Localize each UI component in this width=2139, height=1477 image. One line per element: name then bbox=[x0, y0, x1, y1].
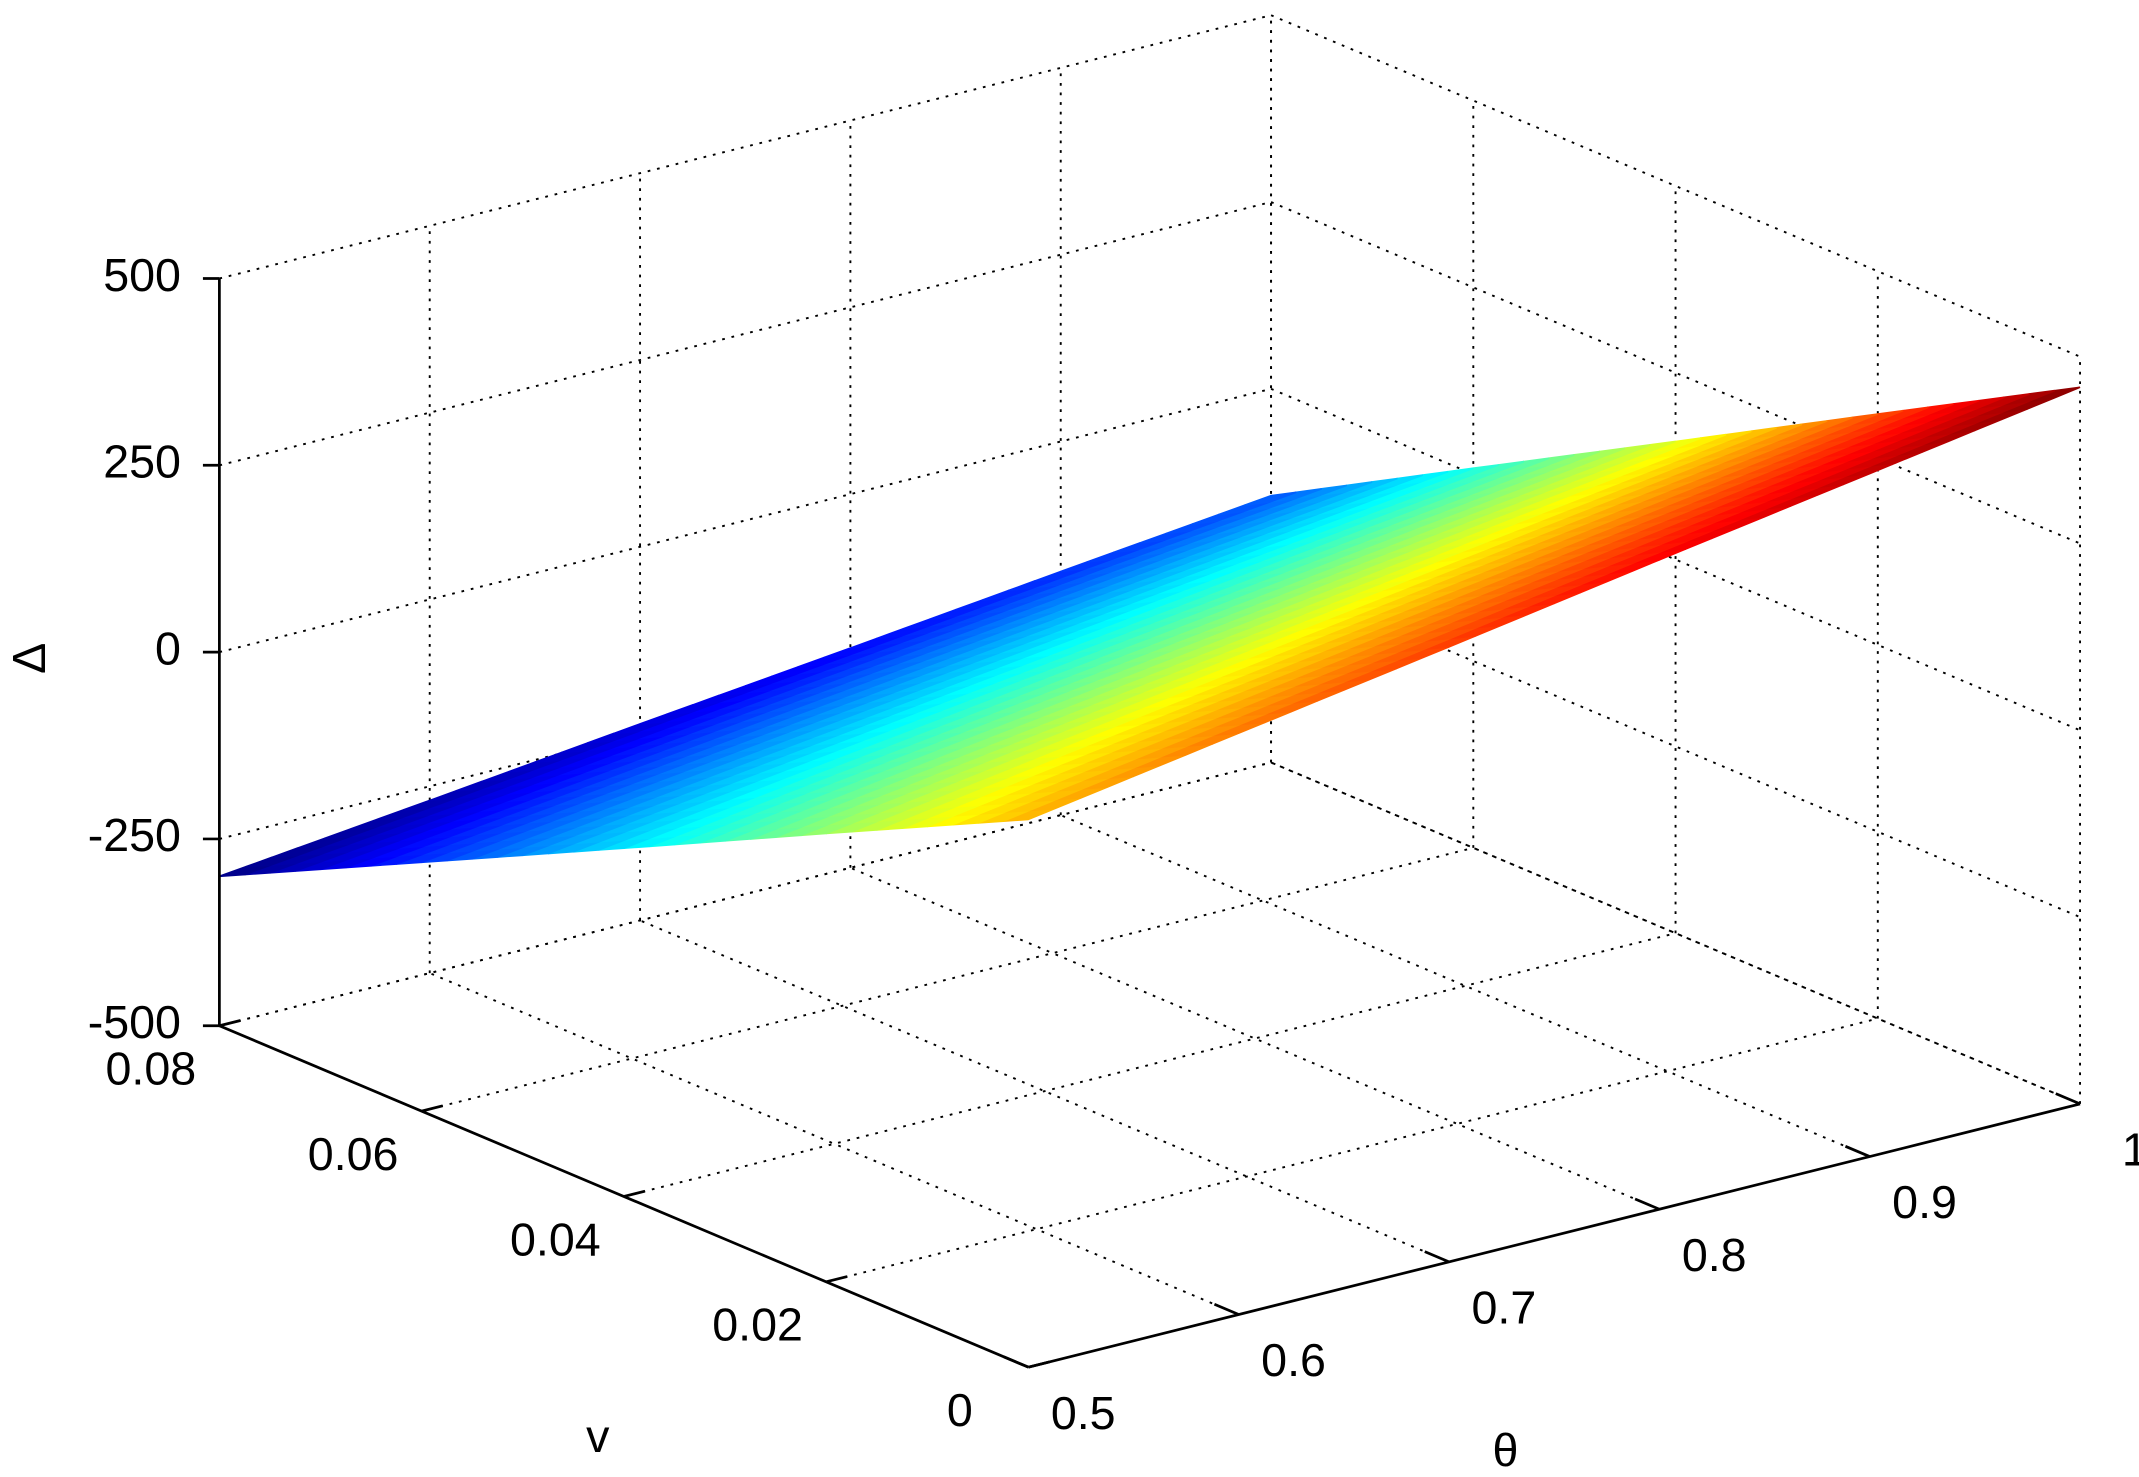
x-tick-label: 1 bbox=[2122, 1124, 2139, 1176]
grid-line bbox=[623, 932, 1676, 1198]
y-tick-label: 0 bbox=[947, 1384, 973, 1436]
x-tick bbox=[1213, 1303, 1240, 1316]
x-tick bbox=[1634, 1197, 1660, 1211]
grid-line bbox=[219, 14, 1272, 280]
y-tick-label: 0.02 bbox=[712, 1299, 803, 1351]
x-tick bbox=[2055, 1092, 2081, 1106]
y-tick bbox=[825, 1275, 848, 1284]
surface bbox=[219, 386, 2081, 878]
x-tick-label: 0.6 bbox=[1261, 1334, 1326, 1386]
surface-patch bbox=[1244, 491, 1297, 507]
x-tick-label: 0.7 bbox=[1471, 1282, 1536, 1334]
x-axis-label: θ bbox=[1493, 1424, 1519, 1476]
grid-line bbox=[1270, 761, 2081, 1105]
y-tick bbox=[1028, 1360, 1050, 1369]
z-tick-label: 500 bbox=[103, 249, 181, 301]
x-axis bbox=[1028, 1102, 2081, 1369]
grid-line bbox=[1270, 387, 2081, 732]
y-tick-label: 0.04 bbox=[510, 1213, 601, 1265]
z-tick-label: -250 bbox=[88, 809, 181, 861]
grid-line bbox=[219, 761, 1272, 1027]
x-tick bbox=[1424, 1250, 1450, 1264]
y-tick bbox=[623, 1189, 646, 1198]
x-tick bbox=[1003, 1355, 1029, 1369]
grid-line bbox=[850, 866, 1660, 1211]
z-axis-label: Δ bbox=[3, 643, 55, 674]
grid-line bbox=[219, 387, 1272, 654]
axes: -500 -250 0 250 500 0 0.02 0.04 0.06 0.08 0.5 0.6 0.… bbox=[88, 249, 2139, 1439]
x-tick-label: 0.5 bbox=[1051, 1387, 1116, 1439]
y-tick-label: 0.06 bbox=[308, 1128, 399, 1180]
x-tick-label: 0.9 bbox=[1892, 1176, 1957, 1228]
z-tick-label: 0 bbox=[155, 622, 181, 674]
z-tick-label: 250 bbox=[103, 436, 181, 488]
grid-line bbox=[1270, 14, 2081, 358]
grid-line bbox=[219, 201, 1272, 467]
x-tick-label: 0.8 bbox=[1682, 1229, 1747, 1281]
y-tick-label: 0.08 bbox=[105, 1043, 196, 1095]
x-tick bbox=[1844, 1145, 1871, 1158]
y-axis-label: v bbox=[586, 1410, 610, 1462]
y-tick bbox=[421, 1104, 443, 1113]
z-tick-label: -500 bbox=[88, 996, 181, 1048]
grid-line bbox=[825, 1017, 1879, 1283]
grid-line bbox=[429, 972, 1240, 1316]
grid-line bbox=[1270, 201, 2081, 545]
grid-line bbox=[1060, 814, 1871, 1158]
grid-line bbox=[639, 919, 1450, 1263]
y-tick bbox=[219, 1019, 241, 1028]
grid-line bbox=[421, 846, 1474, 1113]
